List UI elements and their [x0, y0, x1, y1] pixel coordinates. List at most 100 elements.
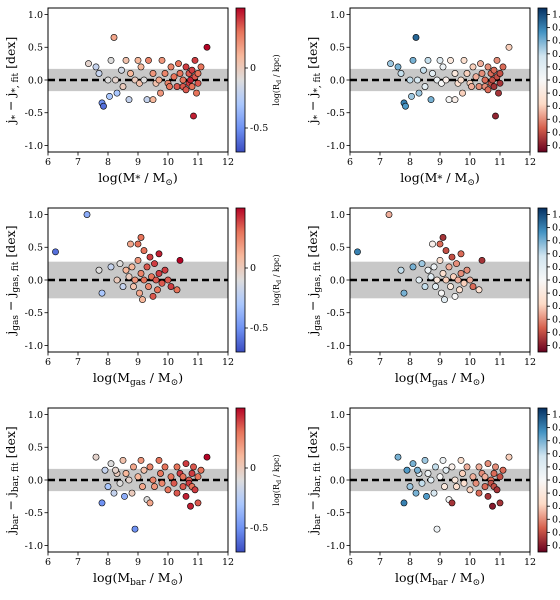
data-point: [397, 70, 405, 77]
data-point: [134, 240, 142, 248]
data-points: [354, 211, 486, 304]
data-point: [420, 66, 427, 74]
colorbar-tick-label: 0.0: [552, 340, 560, 351]
data-point: [130, 463, 137, 471]
x-tick-label: 7: [75, 557, 81, 568]
data-point: [122, 470, 130, 477]
colorbar-tick-label: 1.0: [552, 410, 560, 421]
data-point: [113, 276, 121, 284]
data-point: [143, 263, 151, 271]
data-point: [136, 79, 143, 87]
y-tick-label: 0.5: [28, 443, 43, 454]
data-point: [191, 486, 199, 494]
y-axis-label: jgas − jgas, fit [dex]: [305, 225, 323, 336]
data-point: [173, 83, 181, 90]
panel-6: 6 7 8 9 10 11 12 -1.0 -0.5 0.0 0.5 1.0 log(Mbar / M⊙…: [305, 407, 560, 588]
data-point: [164, 486, 172, 494]
data-point: [146, 463, 154, 471]
data-point: [191, 56, 199, 64]
data-point: [164, 276, 172, 284]
data-point: [442, 247, 450, 254]
data-point: [104, 483, 112, 490]
y-tick-label: 0.0: [28, 275, 43, 286]
data-point: [412, 34, 420, 41]
data-points: [387, 34, 513, 120]
data-point: [149, 292, 157, 300]
colorbar-tick-label: 0.9: [552, 23, 560, 34]
data-point: [194, 79, 202, 87]
data-point: [137, 63, 145, 71]
x-tick-label: 9: [437, 157, 443, 168]
data-point: [128, 263, 136, 271]
x-tick-label: 7: [75, 357, 81, 368]
data-point: [179, 483, 187, 490]
data-point: [134, 256, 142, 264]
data-point: [101, 466, 109, 474]
colorbar-tick-label: 0.6: [552, 62, 560, 73]
data-point: [492, 463, 499, 471]
data-point: [130, 283, 137, 290]
colorbar-tick-label: 0.5: [552, 75, 560, 86]
data-point: [439, 63, 447, 71]
data-point: [188, 66, 196, 74]
data-point: [145, 56, 152, 64]
data-point: [442, 276, 450, 284]
data-point: [451, 70, 459, 77]
data-point: [475, 489, 483, 497]
data-point: [495, 89, 502, 97]
data-point: [496, 70, 504, 77]
x-tick-label: 12: [222, 357, 234, 368]
colorbar-label: log(Rd / kpc): [272, 54, 283, 105]
colorbar-tick-label: 0.3: [552, 301, 560, 312]
data-point: [436, 256, 444, 264]
data-point: [400, 499, 408, 507]
data-point: [125, 273, 133, 281]
data-point: [167, 473, 175, 481]
data-point: [475, 463, 483, 471]
x-tick-label: 7: [75, 157, 81, 168]
colorbar-tick-label: 0.8: [552, 36, 560, 47]
y-axis-label: jbar − jbar, fit [dex]: [3, 426, 21, 536]
data-point: [499, 466, 507, 474]
data-point: [158, 56, 166, 64]
data-point: [112, 466, 119, 474]
colorbar-tick-label: 0.4: [552, 288, 560, 299]
data-points: [52, 211, 184, 304]
data-point: [158, 479, 166, 487]
x-tick-label: 10: [464, 357, 476, 368]
colorbar-tick-label: 0.5: [552, 475, 560, 486]
data-point: [98, 499, 106, 507]
data-point: [438, 289, 445, 297]
data-point: [95, 70, 103, 77]
data-point: [463, 266, 471, 274]
colorbar-tick-label: 0.1: [552, 327, 560, 338]
colorbar: [235, 207, 246, 353]
x-axis-label: log(Mbar / M⊙): [93, 570, 183, 588]
data-point: [439, 234, 447, 241]
x-tick-label: 11: [494, 157, 506, 168]
y-tick-label: 1.0: [330, 410, 345, 421]
x-tick-label: 8: [407, 357, 413, 368]
colorbar-tick-label: 0.4: [552, 488, 560, 499]
x-tick-label: 9: [135, 557, 141, 568]
data-point: [167, 283, 175, 290]
data-point: [472, 73, 480, 81]
data-point: [448, 499, 456, 507]
data-point: [187, 502, 194, 510]
data-point: [403, 466, 411, 474]
colorbar-tick-label: 0: [250, 263, 256, 274]
data-point: [441, 296, 448, 304]
data-point: [496, 499, 504, 507]
data-point: [354, 248, 361, 256]
data-point: [151, 483, 158, 490]
colorbar-tick-label: 0.3: [552, 101, 560, 112]
data-point: [146, 499, 154, 507]
data-point: [409, 263, 417, 271]
data-point: [447, 283, 454, 290]
data-point: [182, 63, 190, 71]
y-tick-label: 0.5: [28, 43, 43, 54]
data-point: [179, 76, 187, 84]
data-point: [477, 60, 484, 68]
data-point: [134, 473, 142, 481]
data-point: [92, 453, 100, 461]
